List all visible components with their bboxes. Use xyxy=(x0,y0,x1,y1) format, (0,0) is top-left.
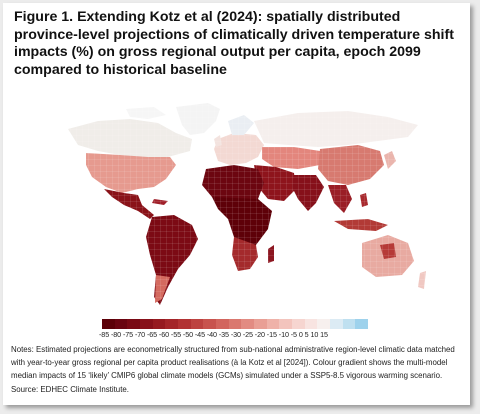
scale-swatch xyxy=(330,319,343,329)
scale-swatch xyxy=(140,319,153,329)
scale-swatch xyxy=(292,319,305,329)
scale-swatch xyxy=(102,319,115,329)
scale-swatch xyxy=(190,319,204,329)
scale-swatch xyxy=(342,319,356,329)
scale-swatch xyxy=(178,319,191,329)
scale-swatch xyxy=(165,319,179,329)
scale-swatch xyxy=(355,319,369,329)
scale-swatch xyxy=(114,319,128,329)
scale-swatch xyxy=(266,319,280,329)
world-impact-map xyxy=(58,99,430,311)
figure-title: Figure 1. Extending Kotz et al (2024): s… xyxy=(14,9,454,78)
scale-swatch xyxy=(304,319,318,329)
scale-swatch xyxy=(203,319,217,329)
colour-scale-labels: -85 -80 -75 -70 -65 -60 -55 -50 -45 -40 … xyxy=(99,330,328,339)
scale-swatch xyxy=(216,319,229,329)
figure-card: Figure 1. Extending Kotz et al (2024): s… xyxy=(3,3,470,405)
colour-scale-bar xyxy=(102,319,369,329)
scale-swatch xyxy=(317,319,331,329)
scale-swatch xyxy=(127,319,141,329)
scale-swatch xyxy=(241,319,255,329)
scale-swatch xyxy=(152,319,166,329)
scale-swatch xyxy=(254,319,267,329)
figure-notes: Notes: Estimated projections are econome… xyxy=(11,345,455,394)
scale-swatch xyxy=(279,319,293,329)
scale-swatch xyxy=(228,319,242,329)
